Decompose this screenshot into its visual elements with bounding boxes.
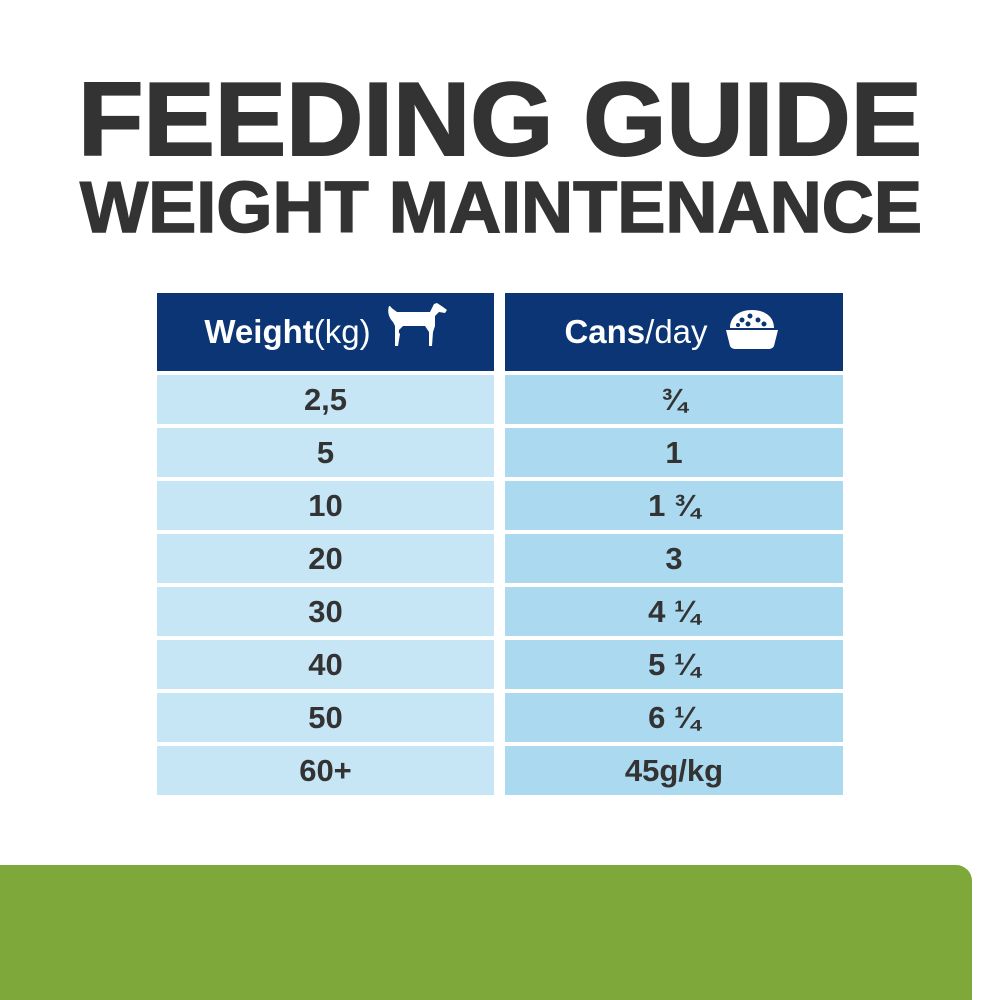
cans-cell: ¾ [505,375,843,424]
weight-cell: 10 [157,481,494,530]
weight-cell: 20 [157,534,494,583]
cans-cell: 4 ¼ [505,587,843,636]
cans-cell: 1 [505,428,843,477]
cans-cell: 3 [505,534,843,583]
cans-cell: 1 ¾ [505,481,843,530]
title-line-1: FEEDING GUIDE [78,62,922,178]
page-title: FEEDING GUIDE WEIGHT MAINTENANCE [77,61,923,249]
dog-icon [383,302,447,362]
weight-cell: 40 [157,640,494,689]
food-bowl-icon [720,306,784,358]
cans-cell: 45g/kg [505,746,843,795]
footer-band [0,865,972,1000]
header-cans-bold: Cans [564,313,646,350]
header-cans-unit: /day [645,313,708,350]
cans-cell: 6 ¼ [505,693,843,742]
header-weight: Weight (kg) [157,293,494,371]
cans-cell: 5 ¼ [505,640,843,689]
title-line-2: WEIGHT MAINTENANCE [80,168,922,248]
weight-cell: 50 [157,693,494,742]
weight-cell: 2,5 [157,375,494,424]
header-weight-unit: (kg) [313,313,371,350]
header-cans: Cans/day [505,293,843,371]
header-weight-bold: Weight [204,313,314,350]
weight-cell: 30 [157,587,494,636]
weight-cell: 5 [157,428,494,477]
weight-cell: 60+ [157,746,494,795]
